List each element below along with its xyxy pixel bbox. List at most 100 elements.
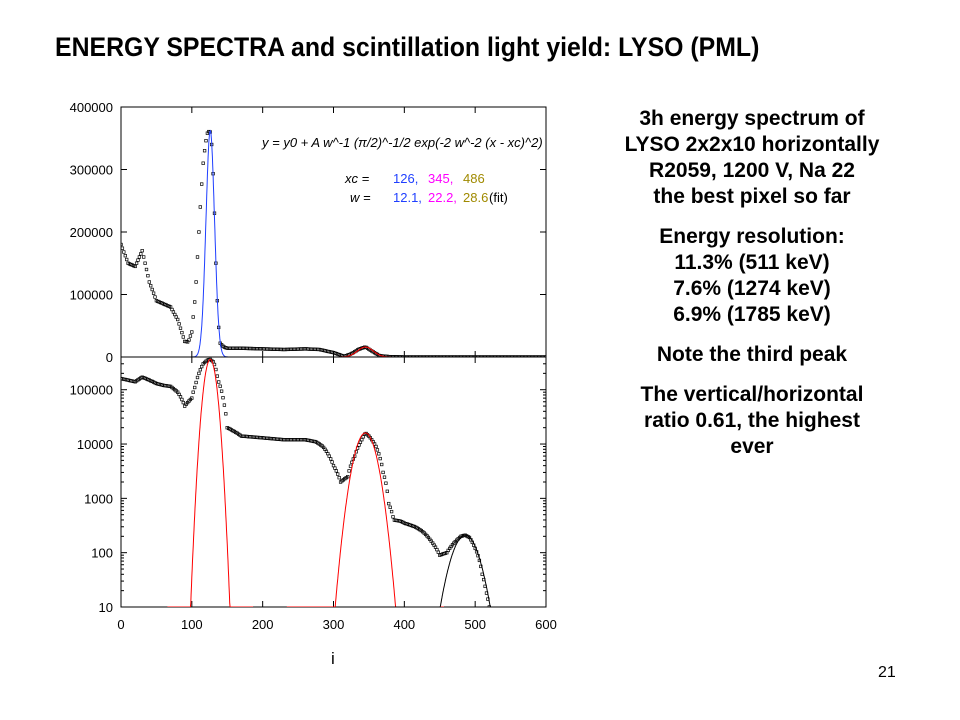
data-point xyxy=(219,389,224,393)
y-tick-label: 400000 xyxy=(70,100,113,115)
data-point xyxy=(375,448,380,452)
data-point xyxy=(136,258,140,262)
x-axis-label: i xyxy=(331,649,335,668)
data-point xyxy=(125,257,129,262)
data-point xyxy=(187,338,191,342)
data-point xyxy=(361,435,365,439)
x-tick-label: 500 xyxy=(464,617,486,632)
data-point xyxy=(121,242,123,247)
y-tick-label: 10 xyxy=(99,600,113,615)
data-point xyxy=(389,509,394,514)
y-tick-label: 200000 xyxy=(70,225,113,240)
data-point xyxy=(198,205,202,209)
fit-parameters: xc = 126, 345, 486 w = 12.1, 22.2, 28.6 … xyxy=(344,171,508,205)
fit-curve xyxy=(121,129,546,357)
data-point xyxy=(193,385,197,390)
data-point xyxy=(388,505,392,509)
data-point xyxy=(348,464,353,468)
data-point xyxy=(487,605,491,607)
data-point xyxy=(140,249,144,253)
w-value-2: 22.2, xyxy=(428,190,457,205)
y-tick-label: 100000 xyxy=(70,383,113,398)
x-tick-label: 0 xyxy=(117,617,124,632)
data-point xyxy=(180,330,184,335)
notes-block-3: Note the third peak xyxy=(572,342,932,368)
fit-curve xyxy=(167,358,254,607)
data-point xyxy=(181,400,185,405)
y-tick-label: 300000 xyxy=(70,163,113,178)
fit-curve xyxy=(286,432,444,607)
data-point xyxy=(218,384,222,388)
data-point xyxy=(150,287,154,292)
data-point xyxy=(200,182,204,186)
data-point xyxy=(137,255,142,259)
data-point xyxy=(224,412,228,416)
data-point xyxy=(134,261,139,265)
data-point xyxy=(334,469,338,473)
data-point xyxy=(330,460,334,464)
data-point xyxy=(146,274,150,278)
data-point xyxy=(347,469,351,473)
data-point xyxy=(151,291,156,295)
data-point xyxy=(195,375,200,380)
note-line: LYSO 2x2x10 horizontally xyxy=(624,133,880,156)
data-point xyxy=(200,364,204,369)
data-point xyxy=(142,255,146,259)
xc-label: xc = xyxy=(344,171,370,186)
w-label: w = xyxy=(350,190,371,205)
data-point xyxy=(188,334,193,338)
data-point xyxy=(197,230,201,234)
data-point xyxy=(123,254,127,258)
xc-value-1: 126, xyxy=(393,171,418,186)
data-point xyxy=(177,322,181,326)
data-point xyxy=(337,476,341,480)
data-point xyxy=(191,390,195,394)
note-line: Energy resolution: xyxy=(659,225,845,248)
data-point xyxy=(381,470,385,475)
data-point xyxy=(391,515,395,519)
data-point xyxy=(387,501,391,506)
note-line: 3h energy spectrum of xyxy=(639,107,865,130)
data-point xyxy=(121,246,125,250)
data-point xyxy=(329,457,333,461)
data-point xyxy=(180,397,184,402)
slide-title: ENERGY SPECTRA and scintillation light y… xyxy=(55,32,760,62)
fit-formula: y = y0 + A w^-1 (π/2)^-1/2 exp(-2 w^-2 (… xyxy=(261,135,543,150)
note-line: R2059, 1200 V, Na 22 xyxy=(649,159,855,182)
data-point xyxy=(194,380,198,385)
plot-series xyxy=(121,357,546,607)
note-line: 11.3% (511 keV) xyxy=(674,251,830,274)
x-tick-label: 600 xyxy=(535,617,557,632)
data-point xyxy=(214,367,218,372)
data-point xyxy=(190,330,194,334)
data-point xyxy=(380,462,384,467)
data-point xyxy=(197,371,201,376)
y-tick-label: 10000 xyxy=(77,437,113,452)
w-value-1: 12.1, xyxy=(393,190,422,205)
w-value-3: 28.6 xyxy=(463,190,488,205)
data-point xyxy=(198,368,202,372)
w-suffix: (fit) xyxy=(489,190,508,205)
linear-spectrum-plot: 0 100000 200000 300000 400000 xyxy=(70,100,547,365)
note-line: ratio 0.61, the highest xyxy=(644,409,860,432)
page-number: 21 xyxy=(878,664,896,681)
note-line: 7.6% (1274 keV) xyxy=(673,277,831,300)
notes-block-4: The vertical/horizontal ratio 0.61, the … xyxy=(572,382,932,460)
data-point xyxy=(217,380,221,384)
data-point xyxy=(133,264,137,269)
xc-value-3: 486 xyxy=(463,171,485,186)
data-point xyxy=(176,317,180,322)
data-point xyxy=(374,444,378,449)
note-line: the best pixel so far xyxy=(653,185,851,208)
notes-block-1: 3h energy spectrum of LYSO 2x2x10 horizo… xyxy=(572,106,932,210)
fit-curve xyxy=(364,534,546,607)
data-point xyxy=(204,139,208,143)
data-point xyxy=(221,396,225,400)
note-line: 6.9% (1785 keV) xyxy=(673,303,831,326)
x-tick-label: 400 xyxy=(393,617,415,632)
data-point xyxy=(201,161,205,165)
note-line: The vertical/horizontal xyxy=(640,383,864,406)
data-point xyxy=(346,475,350,479)
plot-series xyxy=(121,129,546,357)
